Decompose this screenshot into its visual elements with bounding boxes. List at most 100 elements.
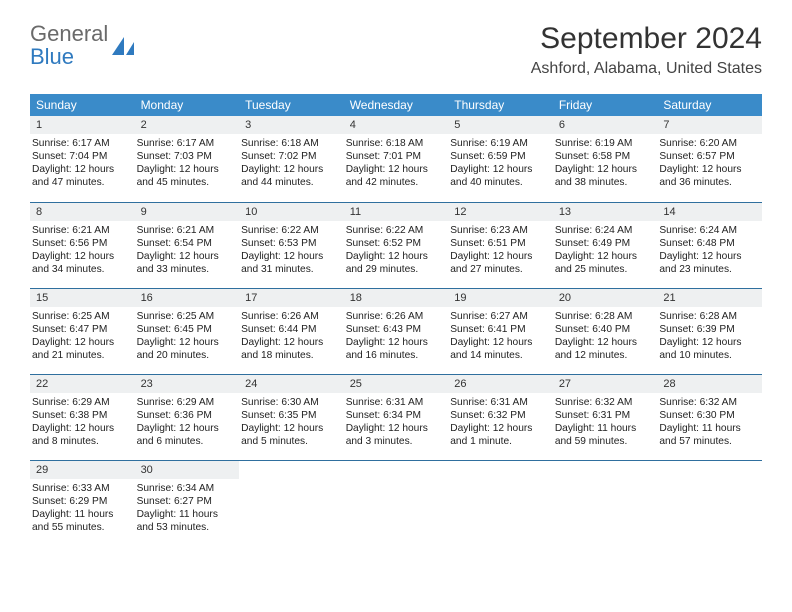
sunrise-line: Sunrise: 6:33 AM: [32, 482, 133, 495]
day-info: Sunrise: 6:30 AMSunset: 6:35 PMDaylight:…: [239, 393, 344, 448]
col-tuesday: Tuesday: [239, 94, 344, 116]
sunset-line: Sunset: 6:27 PM: [137, 495, 238, 508]
day-number: 2: [135, 116, 240, 134]
day-info: Sunrise: 6:32 AMSunset: 6:30 PMDaylight:…: [657, 393, 762, 448]
day-number: 11: [344, 202, 449, 221]
col-saturday: Saturday: [657, 94, 762, 116]
daylight-line: Daylight: 12 hours and 45 minutes.: [137, 163, 238, 189]
daylight-line: Daylight: 12 hours and 44 minutes.: [241, 163, 342, 189]
sunset-line: Sunset: 6:54 PM: [137, 237, 238, 250]
day-number: 1: [30, 116, 135, 134]
day-number: 28: [657, 374, 762, 393]
sunset-line: Sunset: 6:52 PM: [346, 237, 447, 250]
sunset-line: Sunset: 6:31 PM: [555, 409, 656, 422]
sunrise-line: Sunrise: 6:29 AM: [32, 396, 133, 409]
daylight-line: Daylight: 12 hours and 5 minutes.: [241, 422, 342, 448]
day-info: Sunrise: 6:19 AMSunset: 6:59 PMDaylight:…: [448, 134, 553, 189]
calendar-day-cell: 19Sunrise: 6:27 AMSunset: 6:41 PMDayligh…: [448, 288, 553, 374]
calendar-day-cell: 8Sunrise: 6:21 AMSunset: 6:56 PMDaylight…: [30, 202, 135, 288]
sunrise-line: Sunrise: 6:20 AM: [659, 137, 760, 150]
daylight-line: Daylight: 12 hours and 23 minutes.: [659, 250, 760, 276]
calendar-day-cell: 26Sunrise: 6:31 AMSunset: 6:32 PMDayligh…: [448, 374, 553, 460]
title-block: September 2024 Ashford, Alabama, United …: [531, 22, 762, 78]
sunrise-line: Sunrise: 6:21 AM: [137, 224, 238, 237]
sunset-line: Sunset: 7:01 PM: [346, 150, 447, 163]
day-info: Sunrise: 6:23 AMSunset: 6:51 PMDaylight:…: [448, 221, 553, 276]
day-info: Sunrise: 6:32 AMSunset: 6:31 PMDaylight:…: [553, 393, 658, 448]
daylight-line: Daylight: 12 hours and 29 minutes.: [346, 250, 447, 276]
sunrise-line: Sunrise: 6:25 AM: [32, 310, 133, 323]
sunset-line: Sunset: 6:59 PM: [450, 150, 551, 163]
sunrise-line: Sunrise: 6:32 AM: [555, 396, 656, 409]
day-info: Sunrise: 6:20 AMSunset: 6:57 PMDaylight:…: [657, 134, 762, 189]
header: General Blue September 2024 Ashford, Ala…: [30, 22, 762, 78]
sunset-line: Sunset: 6:40 PM: [555, 323, 656, 336]
day-number: 23: [135, 374, 240, 393]
sunset-line: Sunset: 6:30 PM: [659, 409, 760, 422]
calendar-day-cell: [344, 460, 449, 546]
day-info: Sunrise: 6:19 AMSunset: 6:58 PMDaylight:…: [553, 134, 658, 189]
sunrise-line: Sunrise: 6:23 AM: [450, 224, 551, 237]
day-info: Sunrise: 6:24 AMSunset: 6:48 PMDaylight:…: [657, 221, 762, 276]
day-number: 18: [344, 288, 449, 307]
day-info: Sunrise: 6:26 AMSunset: 6:43 PMDaylight:…: [344, 307, 449, 362]
day-number: 5: [448, 116, 553, 134]
sunrise-line: Sunrise: 6:31 AM: [346, 396, 447, 409]
day-number: 7: [657, 116, 762, 134]
calendar-day-cell: 27Sunrise: 6:32 AMSunset: 6:31 PMDayligh…: [553, 374, 658, 460]
day-info: Sunrise: 6:31 AMSunset: 6:34 PMDaylight:…: [344, 393, 449, 448]
sunrise-line: Sunrise: 6:30 AM: [241, 396, 342, 409]
daylight-line: Daylight: 12 hours and 47 minutes.: [32, 163, 133, 189]
sunrise-line: Sunrise: 6:24 AM: [659, 224, 760, 237]
daylight-line: Daylight: 12 hours and 21 minutes.: [32, 336, 133, 362]
daylight-line: Daylight: 12 hours and 12 minutes.: [555, 336, 656, 362]
sunrise-line: Sunrise: 6:19 AM: [450, 137, 551, 150]
calendar-week-row: 29Sunrise: 6:33 AMSunset: 6:29 PMDayligh…: [30, 460, 762, 546]
sunset-line: Sunset: 6:32 PM: [450, 409, 551, 422]
sunset-line: Sunset: 6:58 PM: [555, 150, 656, 163]
sunset-line: Sunset: 6:43 PM: [346, 323, 447, 336]
daylight-line: Daylight: 11 hours and 59 minutes.: [555, 422, 656, 448]
month-title: September 2024: [531, 22, 762, 56]
sunrise-line: Sunrise: 6:28 AM: [659, 310, 760, 323]
logo-word-2: Blue: [30, 44, 74, 69]
sunrise-line: Sunrise: 6:24 AM: [555, 224, 656, 237]
day-info: Sunrise: 6:17 AMSunset: 7:04 PMDaylight:…: [30, 134, 135, 189]
day-info: Sunrise: 6:34 AMSunset: 6:27 PMDaylight:…: [135, 479, 240, 534]
col-thursday: Thursday: [448, 94, 553, 116]
day-info: Sunrise: 6:21 AMSunset: 6:54 PMDaylight:…: [135, 221, 240, 276]
calendar-week-row: 15Sunrise: 6:25 AMSunset: 6:47 PMDayligh…: [30, 288, 762, 374]
day-number: 8: [30, 202, 135, 221]
day-info: Sunrise: 6:33 AMSunset: 6:29 PMDaylight:…: [30, 479, 135, 534]
calendar-page: General Blue September 2024 Ashford, Ala…: [0, 0, 792, 566]
calendar-day-cell: [657, 460, 762, 546]
daylight-line: Daylight: 12 hours and 20 minutes.: [137, 336, 238, 362]
day-number: 10: [239, 202, 344, 221]
sunrise-line: Sunrise: 6:31 AM: [450, 396, 551, 409]
day-info: Sunrise: 6:28 AMSunset: 6:39 PMDaylight:…: [657, 307, 762, 362]
logo-text: General Blue: [30, 22, 108, 68]
sunrise-line: Sunrise: 6:18 AM: [241, 137, 342, 150]
day-info: Sunrise: 6:29 AMSunset: 6:38 PMDaylight:…: [30, 393, 135, 448]
sunrise-line: Sunrise: 6:26 AM: [241, 310, 342, 323]
day-number: 20: [553, 288, 658, 307]
day-number: 16: [135, 288, 240, 307]
calendar-day-cell: 29Sunrise: 6:33 AMSunset: 6:29 PMDayligh…: [30, 460, 135, 546]
day-number: 3: [239, 116, 344, 134]
daylight-line: Daylight: 12 hours and 18 minutes.: [241, 336, 342, 362]
daylight-line: Daylight: 12 hours and 40 minutes.: [450, 163, 551, 189]
day-info: Sunrise: 6:25 AMSunset: 6:45 PMDaylight:…: [135, 307, 240, 362]
day-number: 26: [448, 374, 553, 393]
weekday-header-row: Sunday Monday Tuesday Wednesday Thursday…: [30, 94, 762, 116]
day-info: Sunrise: 6:22 AMSunset: 6:52 PMDaylight:…: [344, 221, 449, 276]
daylight-line: Daylight: 12 hours and 3 minutes.: [346, 422, 447, 448]
daylight-line: Daylight: 11 hours and 53 minutes.: [137, 508, 238, 534]
calendar-day-cell: 20Sunrise: 6:28 AMSunset: 6:40 PMDayligh…: [553, 288, 658, 374]
calendar-day-cell: 1Sunrise: 6:17 AMSunset: 7:04 PMDaylight…: [30, 116, 135, 202]
calendar-day-cell: 6Sunrise: 6:19 AMSunset: 6:58 PMDaylight…: [553, 116, 658, 202]
daylight-line: Daylight: 12 hours and 38 minutes.: [555, 163, 656, 189]
col-monday: Monday: [135, 94, 240, 116]
sunset-line: Sunset: 7:04 PM: [32, 150, 133, 163]
sunrise-line: Sunrise: 6:25 AM: [137, 310, 238, 323]
sunrise-line: Sunrise: 6:27 AM: [450, 310, 551, 323]
